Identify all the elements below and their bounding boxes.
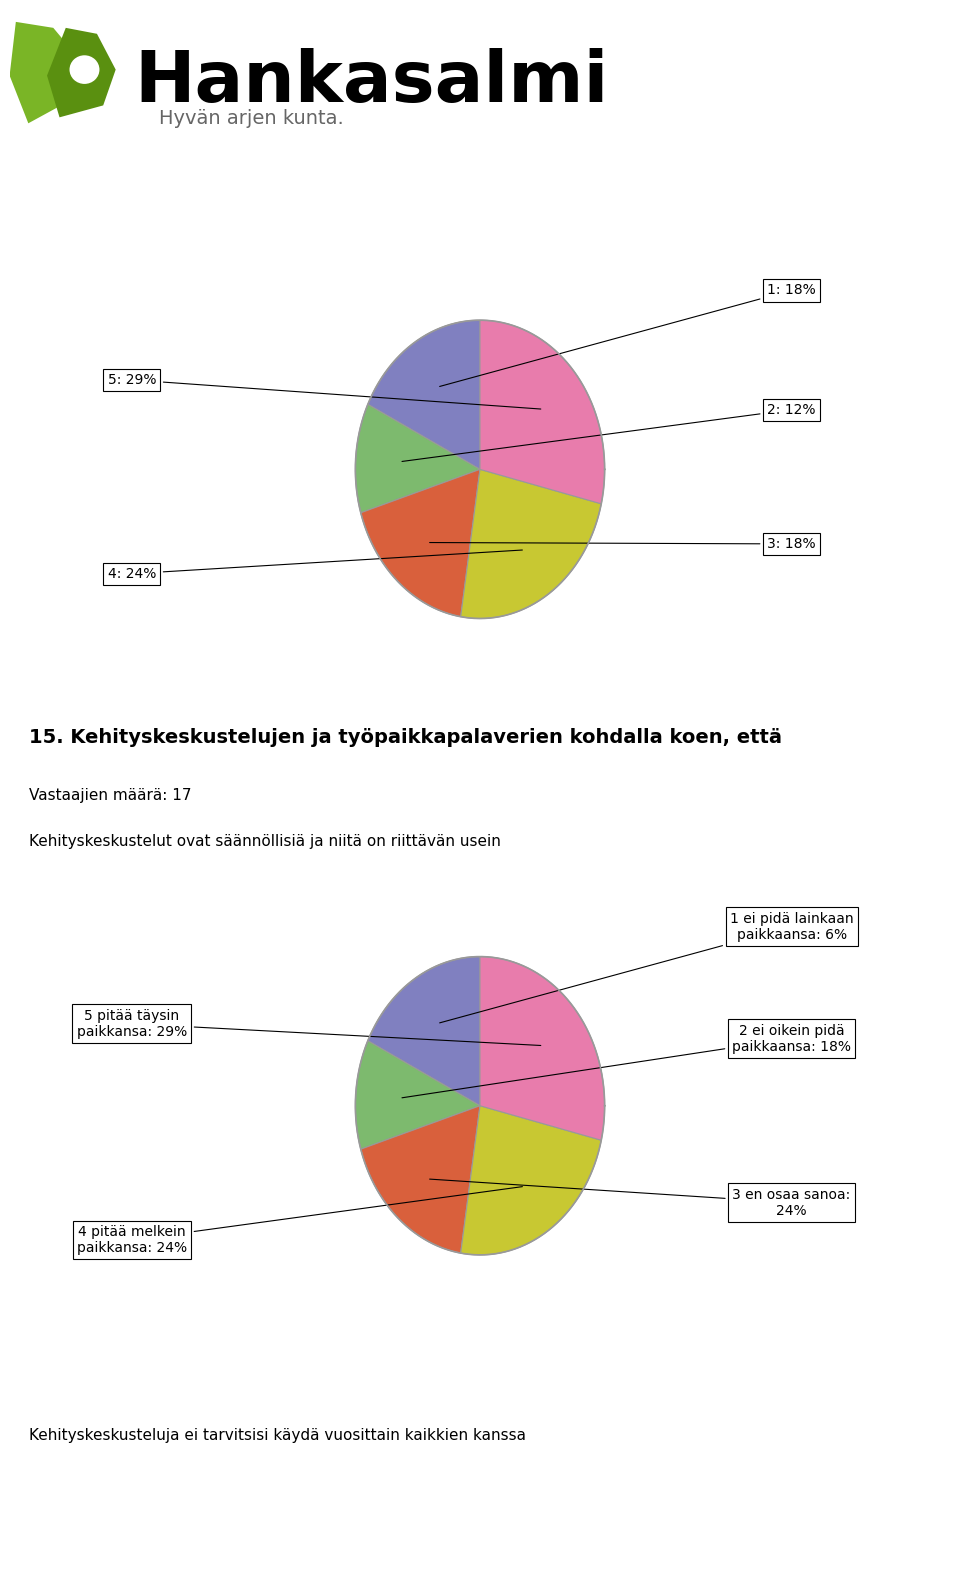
- Text: 15. Kehityskeskustelujen ja työpaikkapalaverien kohdalla koen, että: 15. Kehityskeskustelujen ja työpaikkapal…: [29, 729, 781, 748]
- Text: 4: 24%: 4: 24%: [108, 550, 522, 581]
- Polygon shape: [480, 320, 605, 504]
- Text: 1: 18%: 1: 18%: [440, 283, 816, 387]
- Polygon shape: [368, 320, 480, 469]
- Polygon shape: [47, 27, 116, 118]
- Polygon shape: [461, 469, 601, 619]
- Polygon shape: [10, 22, 79, 124]
- Text: Hyvän arjen kunta.: Hyvän arjen kunta.: [159, 108, 344, 127]
- Polygon shape: [355, 1041, 480, 1149]
- Text: 3: 18%: 3: 18%: [430, 536, 816, 550]
- Polygon shape: [361, 1106, 480, 1254]
- Text: 5 pitää täysin
paikkansa: 29%: 5 pitää täysin paikkansa: 29%: [77, 1009, 540, 1045]
- Text: 5: 29%: 5: 29%: [108, 372, 540, 409]
- Polygon shape: [355, 404, 480, 512]
- Text: 2 ei oikein pidä
paikkaansa: 18%: 2 ei oikein pidä paikkaansa: 18%: [402, 1023, 852, 1098]
- Text: 1 ei pidä lainkaan
paikkaansa: 6%: 1 ei pidä lainkaan paikkaansa: 6%: [440, 912, 853, 1023]
- Polygon shape: [368, 956, 480, 1106]
- Text: Vastaajien määrä: 17: Vastaajien määrä: 17: [29, 789, 191, 803]
- Text: Kehityskeskusteluja ei tarvitsisi käydä vuosittain kaikkien kanssa: Kehityskeskusteluja ei tarvitsisi käydä …: [29, 1427, 526, 1443]
- Polygon shape: [461, 1106, 601, 1255]
- Text: 4 pitää melkein
paikkansa: 24%: 4 pitää melkein paikkansa: 24%: [77, 1187, 522, 1255]
- Text: 2: 12%: 2: 12%: [402, 403, 816, 461]
- Text: 3 en osaa sanoa:
24%: 3 en osaa sanoa: 24%: [430, 1179, 851, 1217]
- Polygon shape: [480, 956, 605, 1141]
- Circle shape: [69, 56, 100, 84]
- Polygon shape: [361, 469, 480, 617]
- Text: Kehityskeskustelut ovat säännöllisiä ja niitä on riittävän usein: Kehityskeskustelut ovat säännöllisiä ja …: [29, 834, 501, 850]
- Text: Hankasalmi: Hankasalmi: [134, 48, 609, 116]
